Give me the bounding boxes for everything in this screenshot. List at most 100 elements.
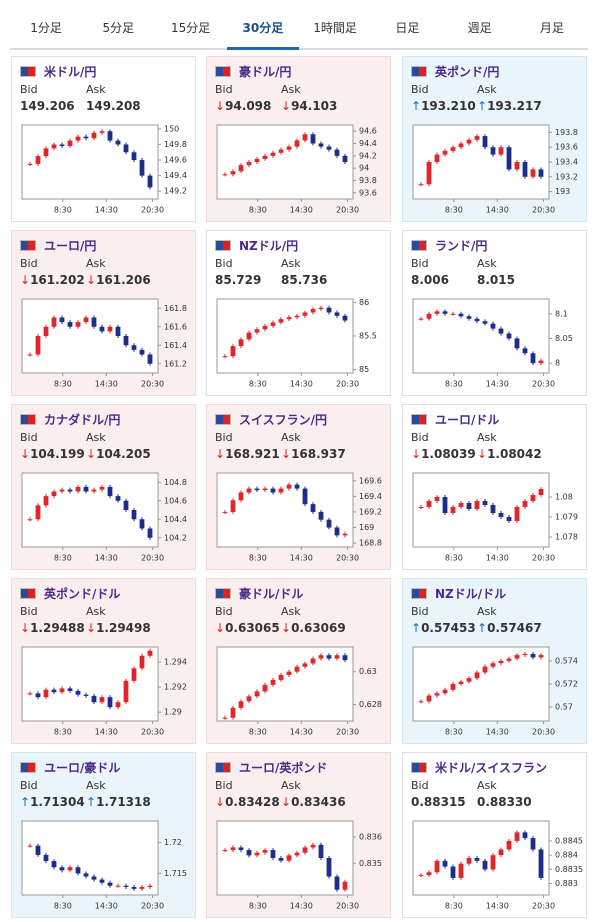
candle — [294, 484, 300, 489]
tab[interactable]: 週足 — [467, 21, 492, 35]
candle — [270, 850, 276, 858]
trend-arrow: ↓ — [281, 621, 292, 635]
bid-price: 85.729 — [215, 273, 262, 287]
y-tick-label: 104.2 — [164, 533, 187, 542]
candle — [139, 519, 145, 529]
candle — [230, 346, 236, 357]
x-tick-label: 8:30 — [445, 380, 463, 389]
x-tick-label: 8:30 — [249, 380, 267, 389]
tab[interactable]: 15分足 — [170, 21, 211, 35]
candle — [123, 336, 129, 346]
y-tick-label: 161.6 — [164, 322, 187, 331]
bid-price: 104.199 — [30, 447, 85, 461]
tab[interactable]: 1時間足 — [313, 21, 357, 35]
bid-label: Bid — [215, 779, 233, 792]
rate-card[interactable]: 豪ドル/円 Bid Ask ↓94.098 ↓94.103 94.6 94.4 94.2 94 9… — [206, 56, 391, 222]
candle — [450, 684, 456, 690]
bid-price: 1.71304 — [30, 795, 85, 809]
y-tick-label: 1.079 — [555, 513, 578, 522]
candle — [450, 147, 456, 151]
rate-card[interactable]: ユーロ/英ポンド Bid Ask ↓0.83428 ↓0.83436 0.836 0.835… — [206, 752, 391, 918]
candle — [418, 875, 424, 877]
candle — [326, 307, 332, 313]
plot-area — [21, 820, 159, 896]
y-tick-label: 94 — [359, 164, 369, 173]
rate-card[interactable]: NZドル/円 Bid Ask 85.729 85.736 86 85.5 85 8:30 14:3… — [206, 230, 391, 396]
candle — [538, 849, 544, 878]
rate-card[interactable]: 英ポンド/ドル Bid Ask ↓1.29488 ↓1.29498 1.294 1.292 1… — [11, 578, 196, 744]
rate-card[interactable]: スイスフラン/円 Bid Ask ↓168.921 ↓168.937 169.6 169.4… — [206, 404, 391, 570]
candle — [522, 501, 528, 507]
x-tick-label: 14:30 — [95, 554, 118, 563]
ask-price: 0.83436 — [291, 795, 346, 809]
mini-chart: 161.8 161.6 161.4 161.2 8:30 14:30 20:30 — [21, 298, 187, 389]
y-tick-label: 169.6 — [359, 476, 382, 485]
candle — [498, 147, 504, 155]
bid-label: Bid — [411, 257, 429, 270]
pair-name: 米ドル/円 — [44, 65, 97, 79]
candle — [442, 311, 448, 314]
tab[interactable]: 30分足 — [226, 8, 299, 50]
rate-card[interactable]: 英ポンド/円 Bid Ask ↑193.210 ↑193.217 193.8 193.6 19… — [402, 56, 587, 222]
candle — [67, 322, 73, 327]
candle — [51, 689, 57, 693]
x-tick-label: 20:30 — [141, 728, 164, 737]
candle — [490, 855, 496, 870]
bid-label: Bid — [215, 83, 233, 96]
candle — [35, 845, 41, 855]
y-tick-label: 85 — [359, 365, 369, 374]
rate-card[interactable]: カナダドル/円 Bid Ask ↓104.199 ↓104.205 104.8 104.6 1… — [11, 404, 196, 570]
tab[interactable]: 日足 — [395, 21, 420, 35]
tab[interactable]: 5分足 — [102, 21, 135, 35]
flag-icon — [215, 66, 231, 77]
candle — [139, 886, 145, 889]
x-tick-label: 14:30 — [95, 902, 118, 911]
candle — [482, 136, 488, 148]
y-tick-label: 193.2 — [555, 172, 578, 181]
candle — [286, 146, 292, 150]
candle — [67, 688, 73, 691]
flag-icon — [20, 240, 36, 251]
bid-label: Bid — [411, 605, 429, 618]
candle — [147, 650, 153, 656]
bid-price: 0.63065 — [225, 621, 280, 635]
candle — [115, 496, 121, 501]
rate-card[interactable]: ランド/円 Bid Ask 8.006 8.015 8.1 8.05 8 8:30 14:30 20… — [402, 230, 587, 396]
y-tick-label: 8 — [555, 359, 560, 368]
ask-label: Ask — [281, 257, 301, 270]
pair-name: 米ドル/スイスフラン — [435, 761, 548, 775]
pair-name: 英ポンド/円 — [435, 65, 500, 79]
tab[interactable]: 月足 — [539, 21, 564, 35]
rate-card[interactable]: 米ドル/円 Bid Ask 149.206 149.208 150 149.8 149.6 14… — [11, 56, 196, 222]
rate-card[interactable]: 豪ドル/ドル Bid Ask ↓0.63065 ↓0.63069 0.63 0.628 8:3… — [206, 578, 391, 744]
y-tick-label: 1.72 — [164, 838, 182, 847]
y-tick-label: 149.6 — [164, 156, 187, 165]
ask-value: ↓1.29498 — [86, 621, 151, 635]
candle — [318, 655, 324, 659]
y-tick-label: 1.078 — [555, 533, 578, 542]
candle — [450, 313, 456, 315]
rate-card[interactable]: ユーロ/豪ドル Bid Ask ↑1.71304 ↑1.71318 1.72 1.715 8:… — [11, 752, 196, 918]
tab[interactable]: 1分足 — [30, 21, 62, 35]
candle — [294, 852, 300, 856]
candle — [530, 169, 536, 177]
rate-card[interactable]: ユーロ/ドル Bid Ask ↓1.08039 ↓1.08042 1.08 1.079 1.0… — [402, 404, 587, 570]
candle — [27, 845, 33, 847]
candle — [131, 152, 137, 161]
y-tick-label: 0.57 — [555, 703, 573, 712]
x-tick-label: 14:30 — [486, 728, 509, 737]
trend-arrow: ↓ — [86, 447, 97, 461]
rate-card[interactable]: 米ドル/スイスフラン Bid Ask 0.88315 0.88330 0.8845 0.88… — [402, 752, 587, 918]
candle — [222, 356, 228, 358]
trend-arrow: ↓ — [86, 273, 97, 287]
y-tick-label: 0.883 — [555, 879, 578, 888]
bid-label: Bid — [215, 257, 233, 270]
x-tick-label: 8:30 — [54, 380, 72, 389]
candle — [466, 503, 472, 509]
rate-card[interactable]: NZドル/ドル Bid Ask ↑0.57453 ↑0.57467 0.574 0.572 0… — [402, 578, 587, 744]
ask-label: Ask — [477, 779, 497, 792]
ask-label: Ask — [86, 431, 106, 444]
rate-card[interactable]: ユーロ/円 Bid Ask ↓161.202 ↓161.206 161.8 161.6 161… — [11, 230, 196, 396]
bid-value: 149.206 — [20, 99, 75, 113]
candle — [490, 663, 496, 667]
